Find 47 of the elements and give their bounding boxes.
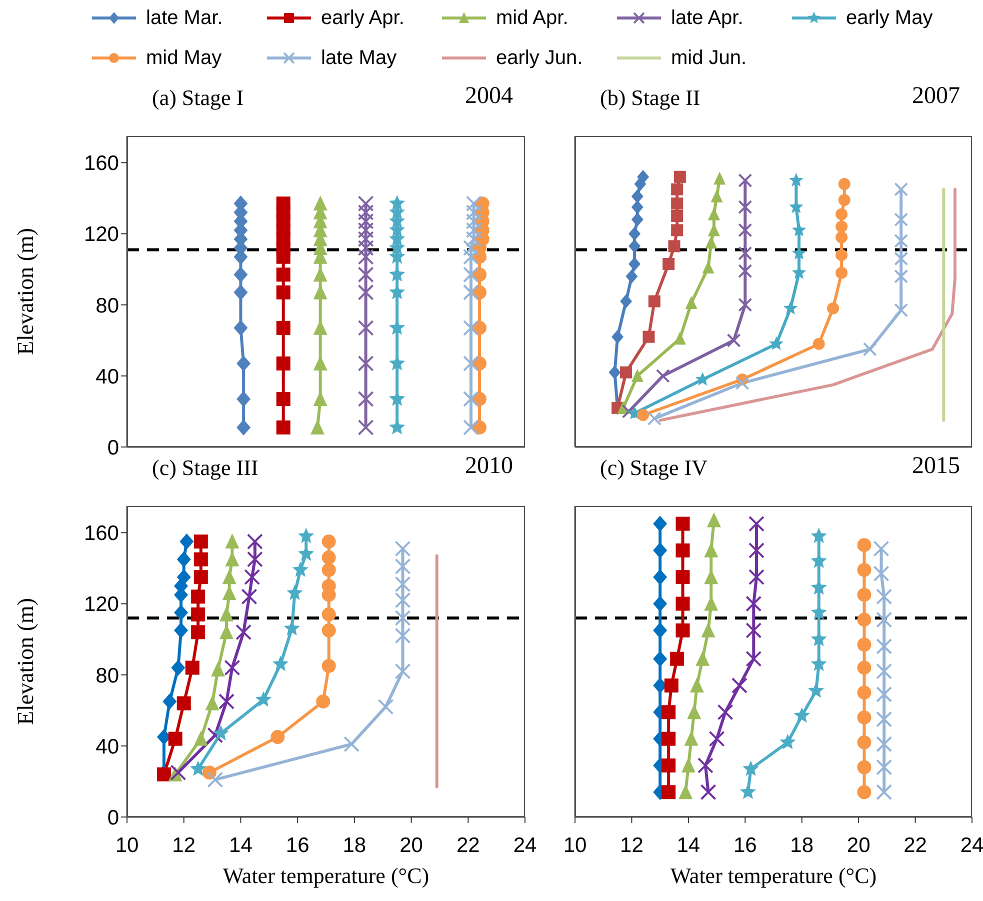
y-tick-label: 0 — [107, 436, 119, 460]
x-tick-label: 24 — [513, 834, 537, 857]
x-tick-label: 22 — [904, 834, 927, 857]
y-tick-label: 80 — [96, 664, 119, 688]
y-tick-label: 40 — [96, 365, 119, 388]
y-tick-label: 160 — [84, 522, 119, 546]
x-tick-label: 24 — [960, 834, 983, 857]
x-axis-title: Water temperature (°C) — [669, 863, 878, 889]
y-tick-label: 120 — [84, 223, 119, 246]
chart-title: (c) Stage IV — [600, 455, 708, 481]
legend-label: late Apr. — [671, 6, 744, 30]
legend-label: mid Jun. — [671, 46, 747, 70]
x-tick-label: 14 — [676, 834, 700, 857]
legend-label: early Apr. — [321, 6, 404, 30]
y-tick-label: 80 — [96, 294, 119, 318]
y-axis-title: Elevation (m) — [13, 228, 38, 356]
x-tick-label: 16 — [286, 834, 310, 857]
x-tick-label: 20 — [846, 834, 870, 857]
y-tick-label: 160 — [84, 152, 119, 176]
text: 2015 — [912, 453, 960, 480]
x-axis-title: Water temperature (°C) — [222, 863, 430, 889]
x-tick-label: 14 — [229, 834, 253, 857]
chart-title: (c) Stage III — [152, 455, 258, 481]
legend-label: early Jun. — [496, 46, 583, 70]
legend-label: late Mar. — [146, 6, 223, 30]
legend-label: late May — [321, 46, 397, 70]
text: 2007 — [912, 83, 960, 110]
text: 2004 — [465, 83, 513, 110]
legend-label: mid Apr. — [496, 6, 568, 30]
y-tick-label: 120 — [84, 593, 119, 616]
y-tick-label: 0 — [107, 806, 119, 830]
legend-label: early May — [846, 6, 933, 30]
y-tick-label: 40 — [96, 735, 119, 758]
x-tick-label: 16 — [733, 834, 757, 857]
x-tick-label: 18 — [342, 834, 366, 857]
x-tick-label: 18 — [790, 834, 814, 857]
chart-title: (a) Stage I — [152, 85, 244, 111]
x-tick-label: 10 — [563, 834, 587, 857]
chart-title: (b) Stage II — [600, 85, 700, 111]
x-tick-label: 12 — [172, 834, 196, 857]
x-tick-label: 12 — [620, 834, 644, 857]
y-axis-title: Elevation (m) — [13, 598, 38, 726]
x-tick-label: 22 — [456, 834, 480, 857]
x-tick-label: 10 — [115, 834, 139, 857]
text: 2010 — [465, 453, 513, 480]
legend-label: mid May — [146, 46, 222, 70]
x-tick-label: 20 — [400, 834, 423, 857]
